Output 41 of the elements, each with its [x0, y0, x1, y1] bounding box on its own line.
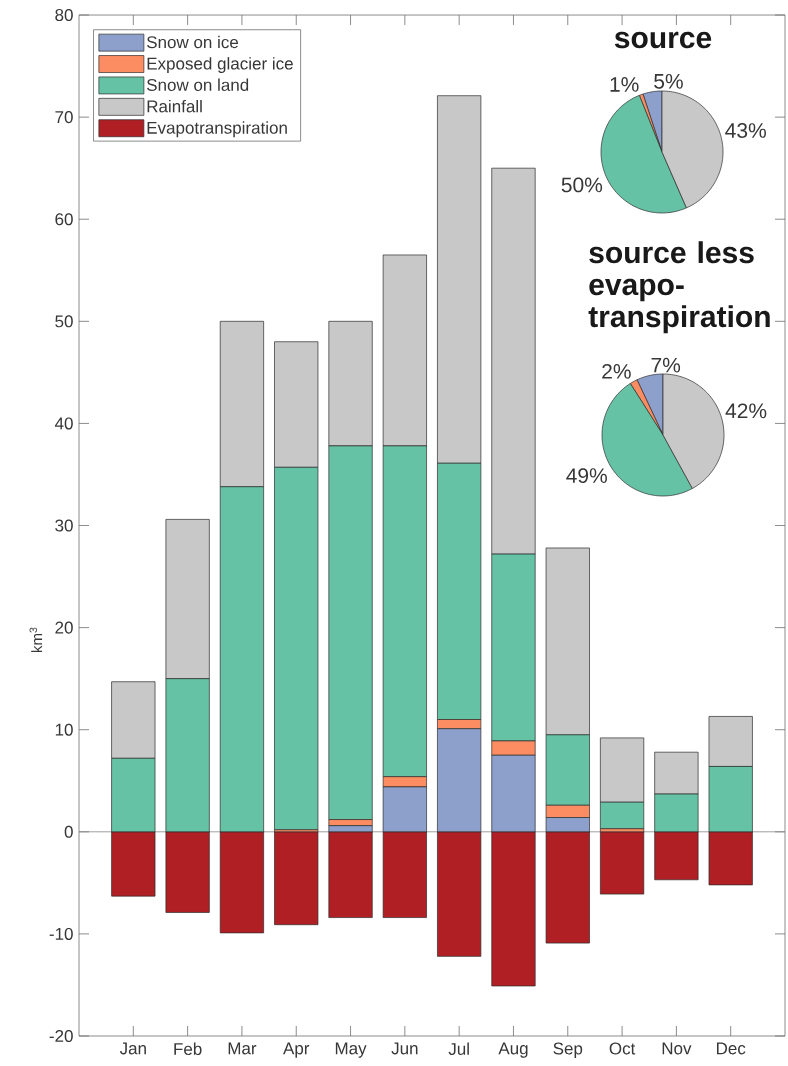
data-label: 2%	[602, 363, 631, 379]
y-tick-label: 40	[54, 417, 73, 430]
y-tick-label: -20	[49, 1029, 73, 1043]
legend-label: Snow on ice	[146, 35, 239, 49]
legend-label: Evapotranspiration	[147, 121, 287, 138]
y-tick-label: 60	[55, 213, 73, 226]
y-tick-label: 30	[55, 519, 73, 532]
data-label: 1%	[610, 77, 639, 92]
x-tick-label: Jun	[391, 1042, 418, 1055]
y-tick-label: 50	[55, 315, 73, 328]
y-tick-label: 10	[55, 723, 73, 736]
data-label: 50%	[561, 177, 603, 193]
bar	[274, 831, 319, 926]
y-axis-title: km$^{3}$	[29, 627, 43, 653]
data-label: 5%	[654, 73, 683, 89]
chart-title: source less evapo-transpiration	[588, 241, 770, 334]
x-tick-label: Feb	[174, 1042, 202, 1056]
y-tick-label: 80	[55, 9, 73, 22]
x-tick-label: Aug	[498, 1042, 528, 1058]
x-tick-label: Jul	[448, 1042, 469, 1056]
bar	[600, 831, 645, 895]
x-tick-label: Sep	[553, 1042, 583, 1058]
data-label: 42%	[725, 403, 767, 419]
legend-label: Snow on land	[146, 78, 249, 92]
x-tick-label: Mar	[228, 1042, 257, 1055]
y-tick-label: 20	[55, 621, 73, 634]
data-label: 49%	[566, 468, 607, 484]
x-tick-label: Apr	[283, 1042, 310, 1058]
y-tick-label: -10	[49, 927, 73, 940]
y-tick-label: 70	[55, 111, 73, 124]
data-label: 7%	[651, 357, 681, 373]
legend-label: Rainfall	[147, 99, 202, 113]
x-tick-label: Oct	[609, 1042, 636, 1055]
x-tick-label: Jan	[119, 1042, 146, 1055]
x-tick-label: Dec	[716, 1042, 746, 1055]
chart-title: source	[614, 31, 712, 49]
legend-label: Exposed glacier ice	[147, 57, 293, 73]
data-label: 43%	[725, 123, 766, 138]
x-tick-label: Nov	[662, 1042, 692, 1055]
y-tick-label: 0	[64, 825, 73, 838]
x-tick-label: May	[335, 1042, 367, 1058]
